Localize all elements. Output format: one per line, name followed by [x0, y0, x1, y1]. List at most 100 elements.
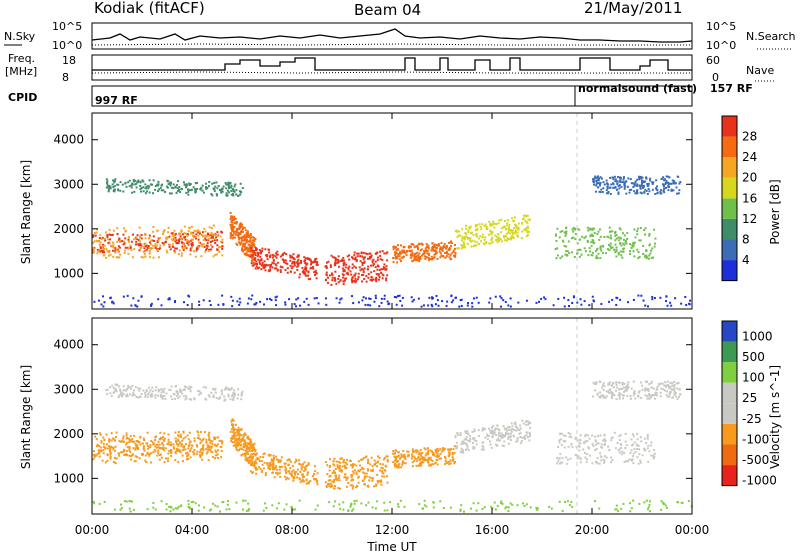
echo-cell	[623, 184, 626, 187]
echo-cell	[362, 471, 365, 474]
echo-cell	[210, 193, 213, 196]
echo-cell	[232, 426, 235, 429]
echo-cell	[375, 483, 378, 486]
echo-cell	[469, 232, 472, 235]
echo-cell	[345, 263, 348, 266]
echo-cell	[594, 443, 597, 446]
echo-cell	[512, 229, 515, 232]
echo-cell	[293, 271, 296, 274]
echo-cell	[376, 461, 379, 464]
echo-cell	[425, 245, 428, 248]
echo-cell	[382, 458, 385, 461]
echo-cell	[167, 231, 170, 234]
echo-cell	[253, 251, 256, 254]
echo-cell	[602, 394, 605, 397]
echo-cell	[595, 248, 598, 251]
echo-cell	[239, 301, 242, 304]
echo-cell	[366, 253, 369, 256]
echo-cell	[301, 476, 304, 479]
echo-cell	[494, 427, 497, 430]
echo-cell	[290, 267, 293, 270]
echo-cell	[525, 230, 528, 233]
echo-cell	[625, 242, 628, 245]
echo-cell	[536, 508, 539, 511]
echo-cell	[655, 394, 658, 397]
echo-cell	[618, 180, 621, 183]
echo-cell	[494, 428, 497, 431]
echo-cell	[287, 470, 290, 473]
echo-cell	[269, 254, 272, 257]
echo-cell	[380, 301, 383, 304]
echo-cell	[586, 453, 589, 456]
echo-cell	[597, 230, 600, 233]
echo-cell	[654, 237, 657, 240]
echo-cell	[167, 433, 170, 436]
echo-cell	[654, 187, 657, 190]
echo-cell	[610, 439, 613, 442]
echo-cell	[607, 243, 610, 246]
echo-cell	[206, 247, 209, 250]
echo-cell	[140, 295, 143, 298]
echo-cell	[510, 230, 513, 233]
echo-cell	[139, 387, 142, 390]
echo-cell	[437, 242, 440, 245]
echo-cell	[202, 386, 205, 389]
echo-cell	[257, 252, 260, 255]
echo-cell	[459, 234, 462, 237]
echo-cell	[148, 250, 151, 253]
echo-cell	[525, 431, 528, 434]
echo-cell	[240, 448, 243, 451]
echo-cell	[634, 181, 637, 184]
echo-cell	[598, 182, 601, 185]
echo-cell	[234, 230, 237, 233]
echo-cell	[598, 190, 601, 193]
velocity-ylabel: Slant Range [km]	[19, 365, 33, 469]
echo-cell	[616, 182, 619, 185]
echo-cell	[159, 237, 162, 240]
echo-cell	[579, 461, 582, 464]
echo-cell	[401, 251, 404, 254]
echo-cell	[382, 472, 385, 475]
echo-cell	[509, 305, 512, 308]
echo-cell	[491, 231, 494, 234]
echo-cell	[562, 440, 565, 443]
echo-cell	[161, 442, 164, 445]
echo-cell	[239, 222, 242, 225]
echo-cell	[469, 440, 472, 443]
echo-cell	[202, 449, 205, 452]
echo-cell	[337, 261, 340, 264]
echo-cell	[306, 258, 309, 261]
echo-cell	[139, 246, 142, 249]
echo-cell	[144, 237, 147, 240]
echo-cell	[448, 448, 451, 451]
echo-cell	[481, 427, 484, 430]
echo-cell	[134, 448, 137, 451]
velocity-colorbar-tick: -1000	[742, 473, 777, 487]
echo-cell	[293, 472, 296, 475]
echo-cell	[644, 188, 647, 191]
echo-cell	[465, 431, 468, 434]
echo-cell	[182, 430, 185, 433]
echo-cell	[559, 452, 562, 455]
echo-cell	[146, 444, 149, 447]
echo-cell	[103, 500, 106, 503]
echo-cell	[123, 252, 126, 255]
echo-cell	[208, 234, 211, 237]
echo-cell	[354, 256, 357, 259]
echo-cell	[558, 500, 561, 503]
echo-cell	[468, 227, 471, 230]
echo-cell	[519, 436, 522, 439]
echo-cell	[378, 305, 381, 308]
echo-cell	[648, 393, 651, 396]
echo-cell	[431, 257, 434, 260]
echo-cell	[189, 183, 192, 186]
echo-cell	[269, 256, 272, 259]
echo-cell	[340, 470, 343, 473]
echo-cell	[286, 459, 289, 462]
echo-cell	[207, 394, 210, 397]
echo-cell	[368, 256, 371, 259]
echo-cell	[597, 186, 600, 189]
echo-cell	[618, 239, 621, 242]
velocity-scatter	[92, 380, 693, 513]
echo-cell	[246, 230, 249, 233]
